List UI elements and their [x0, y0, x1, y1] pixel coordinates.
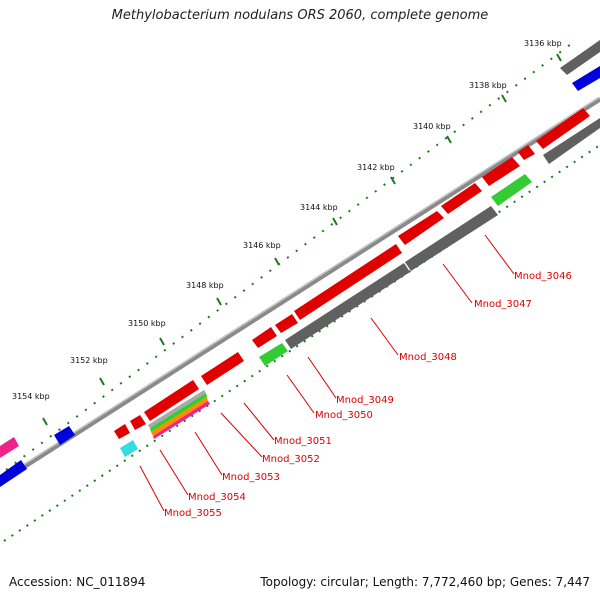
tick-label: 3144 kbp: [300, 203, 338, 212]
tick-mark: [274, 257, 280, 266]
gene-reverse-pink: [153, 401, 210, 439]
gene-reverse: [285, 263, 410, 349]
gene-label: Mnod_3050: [315, 410, 373, 421]
genome-summary-text: Topology: circular; Length: 7,772,460 bp…: [260, 575, 590, 589]
tick-mark: [159, 337, 165, 346]
tick-mark: [556, 53, 562, 62]
tick-mark: [99, 377, 105, 386]
label-connector: [370, 317, 399, 356]
tick-label: 3140 kbp: [413, 122, 451, 131]
gene-reverse-cyan: [120, 440, 138, 457]
gene-reverse: [543, 118, 600, 164]
label-connector: [442, 263, 473, 304]
label-connector: [307, 356, 337, 399]
label-connector: [159, 449, 189, 496]
tick-mark: [42, 417, 48, 426]
tick-mark: [390, 176, 396, 185]
gene-forward: [201, 352, 244, 385]
label-connector: [220, 412, 263, 458]
gene-reverse-blue: [572, 66, 600, 91]
gene-forward: [252, 327, 277, 348]
gene-label: Mnod_3051: [274, 436, 332, 447]
reverse-strand-genes: [0, 40, 600, 487]
genome-backbone: [0, 96, 600, 485]
gene-reverse-gray: [148, 390, 206, 428]
forward-strand-genes: [114, 108, 590, 439]
gene-forward: [536, 108, 590, 149]
gene-label: Mnod_3046: [514, 271, 572, 282]
tick-label: 3150 kbp: [128, 319, 166, 328]
genome-backbone-highlight: [0, 96, 600, 481]
gene-label: Mnod_3048: [399, 352, 457, 363]
label-connector: [243, 402, 275, 441]
gene-label: Mnod_3053: [222, 472, 280, 483]
gene-forward: [518, 145, 535, 160]
tick-mark: [216, 297, 222, 306]
gene-forward: [114, 424, 130, 439]
label-connector: [286, 374, 315, 414]
gene-forward: [144, 380, 199, 421]
gene-reverse-green: [491, 174, 532, 206]
tick-label: 3148 kbp: [186, 281, 224, 290]
tick-mark: [332, 217, 338, 226]
map-title: Methylobacterium nodulans ORS 2060, comp…: [111, 8, 489, 23]
gene-reverse-orange: [151, 397, 208, 436]
tick-label: 3146 kbp: [243, 241, 281, 250]
gene-reverse-green: [150, 393, 207, 432]
tick-mark: [501, 94, 507, 103]
gene-label: Mnod_3054: [188, 492, 246, 503]
gene-reverse: [405, 206, 498, 271]
gene-forward: [294, 244, 402, 320]
label-connector: [484, 234, 515, 275]
gene-reverse: [560, 40, 600, 75]
tick-label: 3136 kbp: [524, 39, 562, 48]
accession-text: Accession: NC_011894: [9, 575, 146, 589]
gene-label: Mnod_3055: [164, 508, 222, 519]
gene-forward: [441, 183, 482, 214]
gene-forward: [130, 415, 146, 430]
tick-label: 3152 kbp: [70, 356, 108, 365]
tick-marks: [42, 53, 562, 426]
tick-label: 3154 kbp: [12, 392, 50, 401]
tick-label: 3138 kbp: [469, 81, 507, 90]
gene-reverse-blue: [0, 460, 27, 487]
label-connector: [194, 431, 223, 476]
gene-reverse-pink: [0, 437, 19, 458]
tick-label: 3142 kbp: [357, 163, 395, 172]
tick-mark: [446, 135, 452, 144]
gene-reverse-blue: [54, 426, 75, 445]
label-connector: [139, 465, 165, 512]
gene-label: Mnod_3049: [336, 395, 394, 406]
gene-forward: [482, 157, 520, 186]
gene-forward: [275, 314, 298, 333]
gene-reverse-green: [259, 343, 288, 366]
label-connectors: [139, 234, 515, 512]
gene-forward: [398, 211, 444, 245]
outer-scale-arc: [5, 40, 576, 471]
gene-label: Mnod_3047: [474, 299, 532, 310]
gene-label: Mnod_3052: [262, 454, 320, 465]
